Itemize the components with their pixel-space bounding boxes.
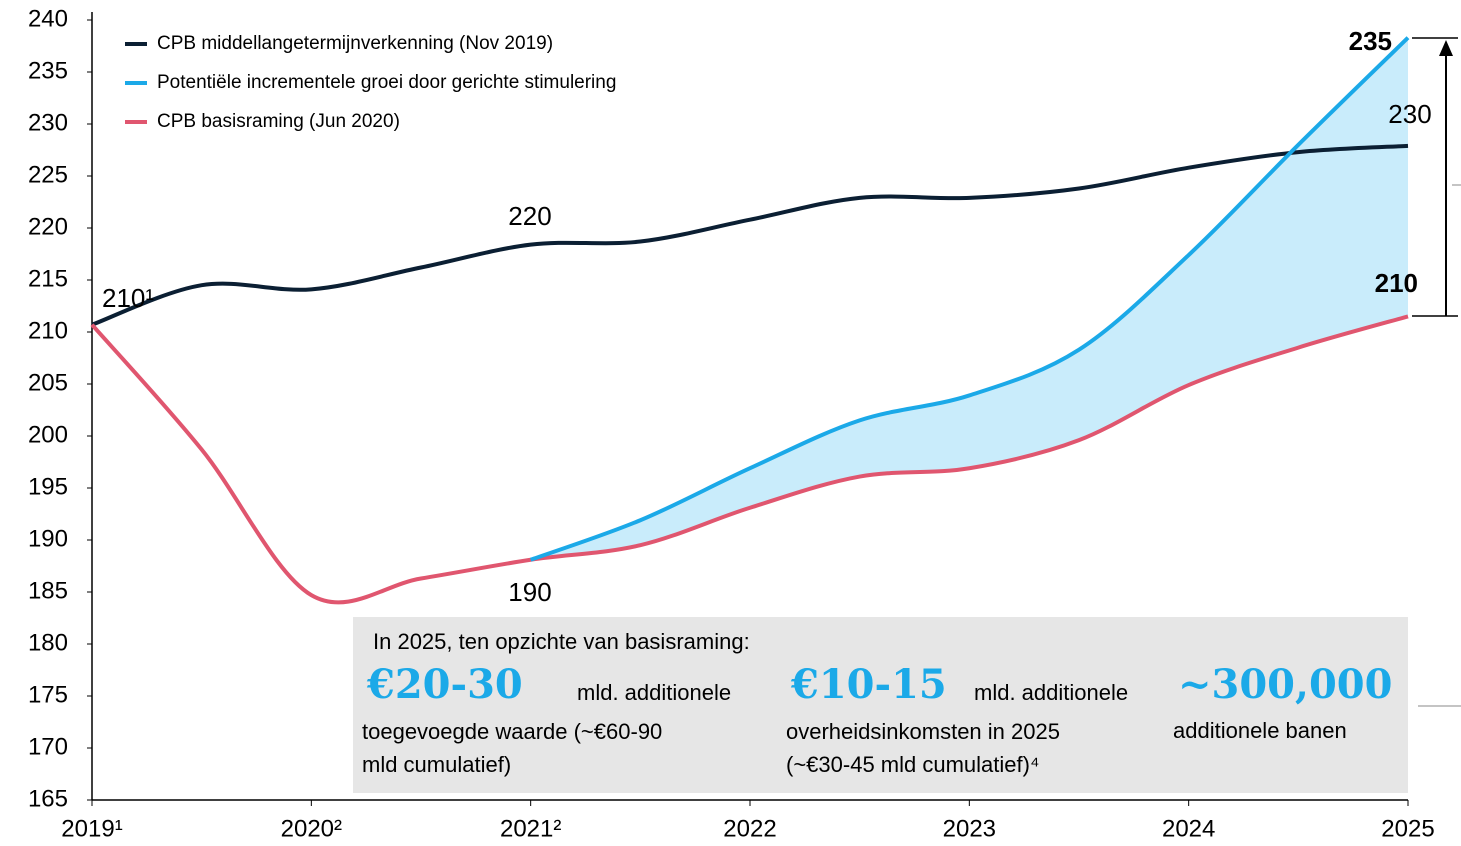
legend-label: Potentiële incrementele groei door geric… — [157, 72, 616, 93]
x-tick-label: 2020² — [281, 815, 342, 842]
x-tick-label: 2025 — [1381, 815, 1434, 842]
x-tick-label: 2019¹ — [61, 815, 122, 842]
series-line — [90, 314, 1409, 605]
y-tick-label: 190 — [28, 525, 68, 552]
y-tick-label: 195 — [28, 473, 68, 500]
annotation: 235 — [1349, 26, 1392, 56]
box-text: toegevoegde waarde (~€60-90 — [362, 719, 662, 744]
y-tick-label: 220 — [28, 213, 68, 240]
y-tick-label: 215 — [28, 265, 68, 292]
y-tick-label: 170 — [28, 733, 68, 760]
y-tick-label: 200 — [28, 421, 68, 448]
y-tick-label: 225 — [28, 161, 68, 188]
x-tick-label: 2022 — [723, 815, 776, 842]
box-text: overheidsinkomsten in 2025 — [786, 719, 1060, 744]
info-box — [353, 617, 1408, 793]
y-tick-label: 240 — [28, 5, 68, 32]
legend-label: CPB middellangetermijnverkenning (Nov 20… — [157, 33, 553, 54]
y-tick-label: 180 — [28, 629, 68, 656]
y-tick-label: 175 — [28, 681, 68, 708]
x-tick-label: 2024 — [1162, 815, 1215, 842]
x-tick-label: 2023 — [943, 815, 996, 842]
series-line — [529, 36, 1410, 562]
annotation: 210 — [1375, 268, 1418, 298]
y-tick-label: 165 — [28, 785, 68, 812]
y-tick-label: 230 — [28, 109, 68, 136]
box-text: additionele banen — [1173, 718, 1347, 743]
box-text: mld. additionele — [577, 680, 731, 705]
y-tick-label: 185 — [28, 577, 68, 604]
box-figure: €10-15 — [790, 661, 947, 708]
box-heading: In 2025, ten opzichte van basisraming: — [373, 629, 750, 654]
annotation: 220 — [508, 201, 551, 231]
y-tick-label: 205 — [28, 369, 68, 396]
annotation: 230 — [1388, 99, 1431, 129]
box-text: mld cumulatief) — [362, 752, 511, 777]
x-tick-label: 2021² — [500, 815, 561, 842]
box-figure: €20-30 — [366, 661, 523, 708]
box-text: mld. additionele — [974, 680, 1128, 705]
box-figure: ~300,000 — [1178, 661, 1392, 708]
y-tick-label: 235 — [28, 57, 68, 84]
gap-fill — [530, 37, 1408, 560]
annotation: 190 — [508, 577, 551, 607]
annotation: 210¹ — [102, 283, 154, 313]
y-tick-label: 210 — [28, 317, 68, 344]
series-line — [91, 143, 1409, 327]
legend-label: CPB basisraming (Jun 2020) — [157, 111, 400, 132]
box-text: (~€30-45 mld cumulatief)⁴ — [786, 752, 1039, 777]
arrow-head — [1439, 40, 1453, 56]
